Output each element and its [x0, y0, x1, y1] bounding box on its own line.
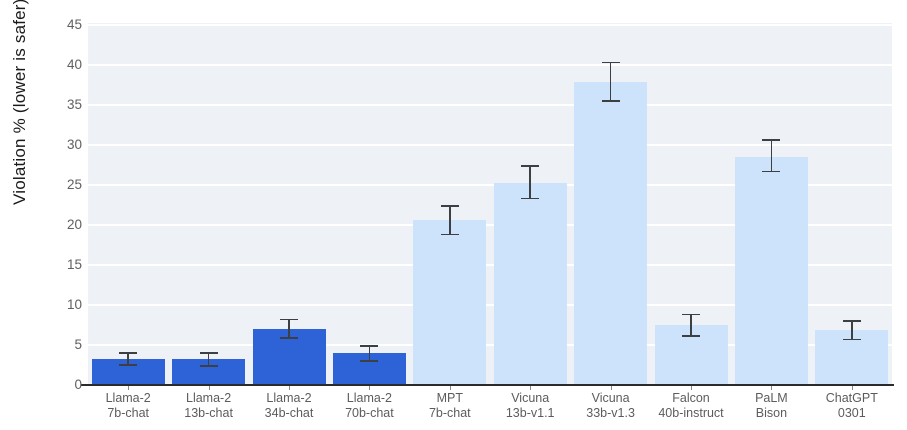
x-tick-label: ChatGPT 0301 — [797, 391, 907, 421]
gridline — [88, 263, 892, 267]
gridline — [88, 303, 892, 307]
x-tick-label-line2: 13b-v1.1 — [505, 406, 555, 420]
error-bar-line — [770, 140, 773, 172]
y-tick-label: 40 — [66, 57, 82, 72]
y-tick-label: 25 — [66, 177, 82, 192]
error-bar-line — [529, 165, 531, 199]
gridline — [88, 183, 892, 187]
x-tick-label: Llama-2 7b-chat — [73, 391, 183, 421]
x-tick-label-line1: Llama-2 — [346, 391, 392, 405]
x-tick-mark — [208, 386, 210, 390]
x-tick-label: Falcon 40b-instruct — [636, 391, 746, 421]
x-tick-mark — [771, 386, 773, 390]
y-tick-label: 30 — [66, 137, 82, 152]
error-bar-cap-top — [762, 139, 781, 142]
x-tick-label-line1: Vicuna — [591, 391, 630, 405]
error-bar-line — [851, 321, 853, 340]
error-bar-line — [127, 353, 129, 365]
y-tick-label: 0 — [74, 377, 82, 392]
error-bar-line — [449, 205, 451, 235]
error-bar-cap-top — [601, 61, 620, 64]
error-bar-cap-top — [199, 352, 218, 354]
error-bar-cap-top — [280, 318, 298, 321]
error-bar-cap-top — [360, 344, 379, 347]
plot-area — [88, 23, 892, 385]
x-tick-label-line1: Llama-2 — [186, 391, 232, 405]
bar — [574, 81, 648, 385]
x-tick-label-line2: 7b-chat — [428, 406, 471, 420]
error-bar-cap-bottom — [601, 100, 620, 102]
error-bar-cap-top — [440, 204, 459, 207]
bar — [734, 157, 808, 385]
x-tick-mark — [449, 386, 451, 390]
error-bar-cap-bottom — [280, 336, 298, 339]
error-bar-cap-bottom — [682, 335, 700, 338]
gridline — [88, 223, 892, 227]
error-bar-cap-top — [842, 320, 861, 322]
x-tick-label: Llama-2 70b-chat — [314, 391, 424, 421]
x-tick-label: PaLM Bison — [716, 391, 826, 421]
gridline — [88, 23, 892, 27]
x-tick-mark — [530, 386, 532, 390]
error-bar-cap-top — [119, 352, 138, 354]
gridline — [88, 103, 892, 107]
y-tick-label: 15 — [66, 257, 82, 272]
x-tick-label: MPT 7b-chat — [395, 391, 505, 421]
gridline — [88, 63, 892, 67]
error-bar-cap-bottom — [762, 170, 781, 173]
x-tick-label-line1: MPT — [436, 391, 463, 405]
x-tick-mark — [691, 386, 692, 390]
x-tick-label-line2: 34b-chat — [264, 406, 314, 420]
y-tick-label: 35 — [66, 97, 82, 112]
x-tick-label-line2: 33b-v1.3 — [586, 406, 635, 420]
error-bar-cap-top — [682, 313, 700, 316]
x-tick-label-line1: Llama-2 — [105, 391, 151, 405]
y-tick-label: 45 — [66, 17, 82, 32]
x-tick-label: Vicuna 33b-v1.3 — [556, 391, 666, 421]
x-tick-mark — [610, 386, 612, 390]
x-axis-line — [81, 384, 894, 386]
x-tick-label-line1: PaLM — [755, 391, 788, 405]
x-tick-mark — [289, 386, 290, 390]
x-tick-label-line2: 0301 — [837, 406, 866, 420]
gridline — [88, 143, 892, 147]
error-bar-line — [207, 353, 210, 366]
x-tick-label-line2: 13b-chat — [184, 406, 233, 420]
error-bar-cap-bottom — [521, 197, 540, 200]
x-tick-label: Llama-2 13b-chat — [154, 391, 264, 421]
y-tick-label: 10 — [66, 297, 82, 312]
error-bar-line — [368, 345, 371, 361]
x-tick-label-line2: 7b-chat — [107, 406, 150, 420]
x-tick-mark — [128, 386, 130, 390]
bar — [493, 182, 567, 385]
error-bar-line — [690, 314, 692, 337]
x-tick-label-line2: 70b-chat — [345, 406, 394, 420]
x-tick-label-line1: Vicuna — [511, 391, 550, 405]
error-bar-line — [288, 319, 290, 338]
bar — [413, 220, 487, 385]
x-tick-label-line2: Bison — [755, 406, 788, 420]
x-tick-label: Vicuna 13b-v1.1 — [475, 391, 585, 421]
y-tick-label: 5 — [74, 337, 82, 352]
y-tick-label: 20 — [66, 217, 82, 232]
error-bar-cap-bottom — [119, 364, 138, 366]
x-tick-label-line2: 40b-instruct — [658, 406, 724, 420]
gridline — [88, 343, 892, 347]
x-tick-label-line1: Falcon — [672, 391, 710, 405]
x-tick-label-line1: Llama-2 — [266, 391, 312, 405]
x-tick-label: Llama-2 34b-chat — [234, 391, 344, 421]
x-tick-mark — [369, 386, 371, 390]
error-bar-line — [609, 62, 612, 101]
error-bar-cap-bottom — [360, 360, 379, 362]
error-bar-cap-bottom — [199, 364, 218, 367]
error-bar-cap-top — [521, 164, 540, 167]
x-tick-mark — [851, 386, 853, 390]
error-bar-cap-bottom — [842, 338, 861, 341]
x-tick-label-line1: ChatGPT — [825, 391, 878, 405]
error-bar-cap-bottom — [440, 233, 459, 236]
